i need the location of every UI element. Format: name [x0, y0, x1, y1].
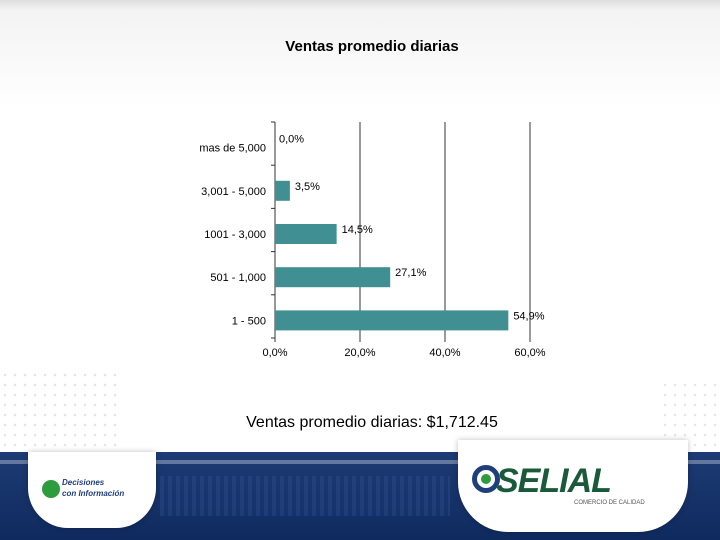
bar: [275, 267, 391, 288]
top-border: [0, 0, 720, 10]
footer-stripe-pattern: [160, 476, 450, 516]
logo-tagline: COMERCIO DE CALIDAD: [574, 500, 645, 506]
selial-logo: SELIAL COMERCIO DE CALIDAD: [458, 440, 688, 532]
x-tick-label: 20,0%: [344, 347, 375, 359]
x-tick-label: 0,0%: [262, 347, 287, 359]
decisiones-logo: Decisiones con Información: [28, 452, 156, 528]
category-label: 3,001 - 5,000: [201, 186, 266, 198]
value-label: 27,1%: [395, 267, 426, 279]
bar-chart: 0,0% 20,0% 40,0% 60,0% mas de 5,000 0,0% 3,001…: [199, 121, 546, 359]
category-label: mas de 5,000: [199, 143, 266, 155]
value-label: 3,5%: [295, 181, 320, 193]
value-label: 0,0%: [279, 134, 304, 146]
logo-brand-text: SELIAL: [496, 462, 612, 500]
bar: [275, 224, 337, 244]
logo-globe-icon: [472, 465, 500, 493]
category-label: 501 - 1,000: [210, 272, 266, 284]
logo-left-line1: Decisiones: [62, 478, 105, 487]
x-tick-label: 60,0%: [514, 347, 545, 359]
category-label: 1 - 500: [232, 315, 266, 327]
chart-title: Ventas promedio diarias: [285, 38, 459, 55]
category-label: 1001 - 3,000: [204, 229, 266, 241]
logo-left-line2: con Información: [62, 489, 125, 498]
value-label: 14,5%: [342, 224, 373, 236]
footer-highlight: [0, 460, 720, 464]
logo-swoosh-icon: [42, 480, 60, 498]
bar: [275, 180, 290, 201]
value-label: 54,9%: [513, 310, 544, 322]
x-tick-label: 40,0%: [429, 347, 460, 359]
average-sales-caption: Ventas promedio diarias: $1,712.45: [246, 414, 498, 431]
bar: [275, 310, 509, 331]
